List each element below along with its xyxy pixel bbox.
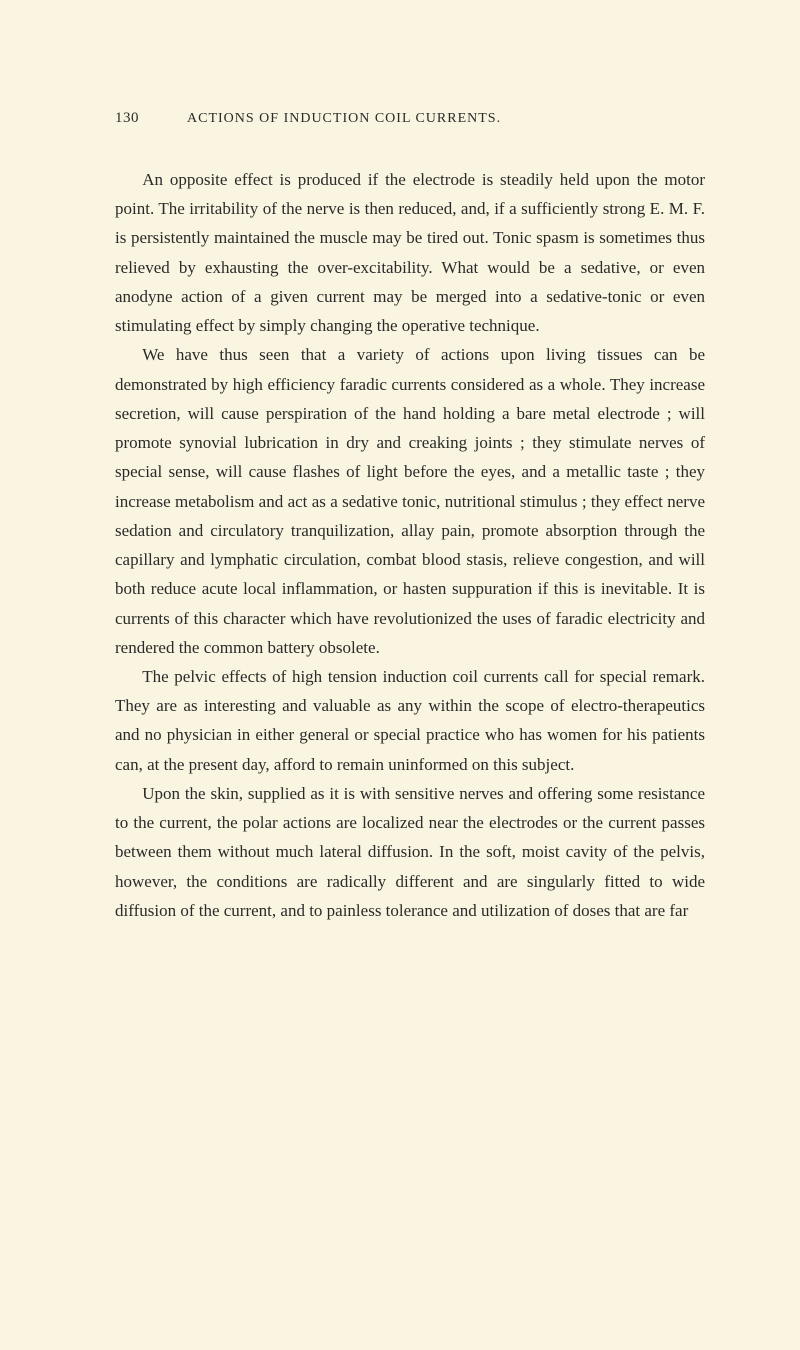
page-number: 130: [115, 110, 139, 127]
page-container: 130 ACTIONS OF INDUCTION COIL CURRENTS. …: [0, 0, 800, 985]
header-title: ACTIONS OF INDUCTION COIL CURRENTS.: [187, 111, 501, 127]
paragraph: The pelvic effects of high tension induc…: [115, 662, 705, 779]
body-text: An opposite effect is produced if the el…: [115, 165, 705, 925]
paragraph: Upon the skin, supplied as it is with se…: [115, 779, 705, 925]
paragraph: An opposite effect is produced if the el…: [115, 165, 705, 340]
paragraph: We have thus seen that a variety of acti…: [115, 340, 705, 662]
running-header: 130 ACTIONS OF INDUCTION COIL CURRENTS.: [115, 110, 705, 127]
